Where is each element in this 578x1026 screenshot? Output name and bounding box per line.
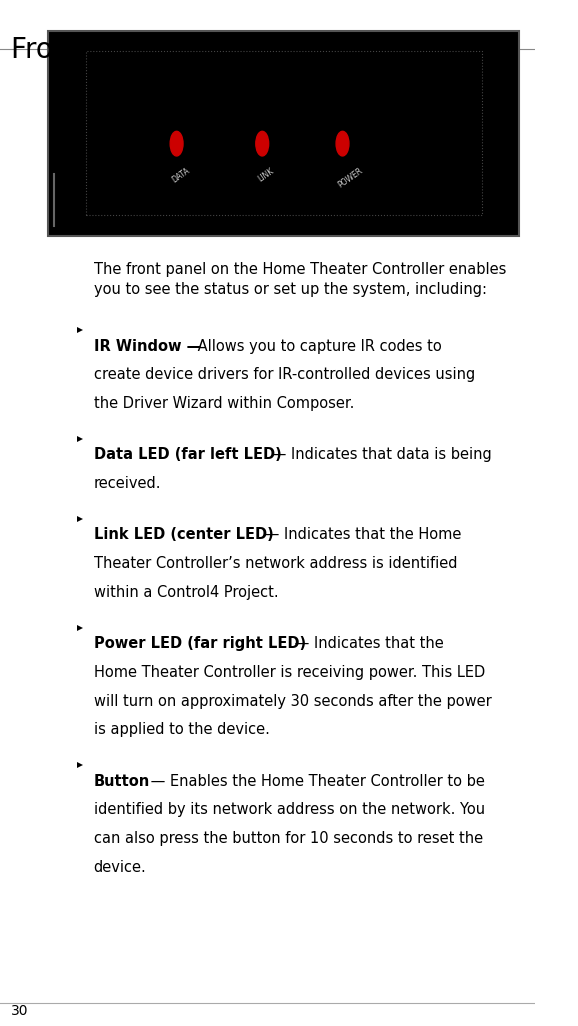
Text: create device drivers for IR-controlled devices using: create device drivers for IR-controlled … [94,367,475,383]
Text: Link LED (center LED): Link LED (center LED) [94,527,273,543]
Text: — Indicates that the: — Indicates that the [290,636,444,652]
Text: Theater Controller’s network address is identified: Theater Controller’s network address is … [94,556,457,571]
FancyBboxPatch shape [48,31,519,236]
Text: Data LED (far left LED): Data LED (far left LED) [94,447,281,463]
Text: Button: Button [94,774,150,789]
Circle shape [170,131,183,156]
Text: The front panel on the Home Theater Controller enables
you to see the status or : The front panel on the Home Theater Cont… [94,262,506,298]
Text: IR Window —: IR Window — [94,339,201,354]
Text: can also press the button for 10 seconds to reset the: can also press the button for 10 seconds… [94,831,483,846]
Circle shape [336,131,349,156]
Text: device.: device. [94,860,146,875]
Text: will turn on approximately 30 seconds after the power: will turn on approximately 30 seconds af… [94,694,491,709]
Text: LINK: LINK [256,166,275,184]
Text: Power LED (far right LED): Power LED (far right LED) [94,636,306,652]
Text: identified by its network address on the network. You: identified by its network address on the… [94,802,485,818]
Text: within a Control4 Project.: within a Control4 Project. [94,585,278,600]
Text: 30: 30 [11,1003,28,1018]
Text: — Indicates that the Home: — Indicates that the Home [260,527,461,543]
Text: — Indicates that data is being: — Indicates that data is being [268,447,492,463]
Text: Front Panel: Front Panel [11,36,165,64]
Text: is applied to the device.: is applied to the device. [94,722,269,738]
Text: Allows you to capture IR codes to: Allows you to capture IR codes to [193,339,442,354]
Text: POWER: POWER [336,166,364,190]
Text: Home Theater Controller is receiving power. This LED: Home Theater Controller is receiving pow… [94,665,485,680]
Text: DATA: DATA [170,166,191,185]
Circle shape [256,131,269,156]
Text: — Enables the Home Theater Controller to be: — Enables the Home Theater Controller to… [146,774,484,789]
Text: received.: received. [94,476,161,491]
Text: the Driver Wizard within Composer.: the Driver Wizard within Composer. [94,396,354,411]
